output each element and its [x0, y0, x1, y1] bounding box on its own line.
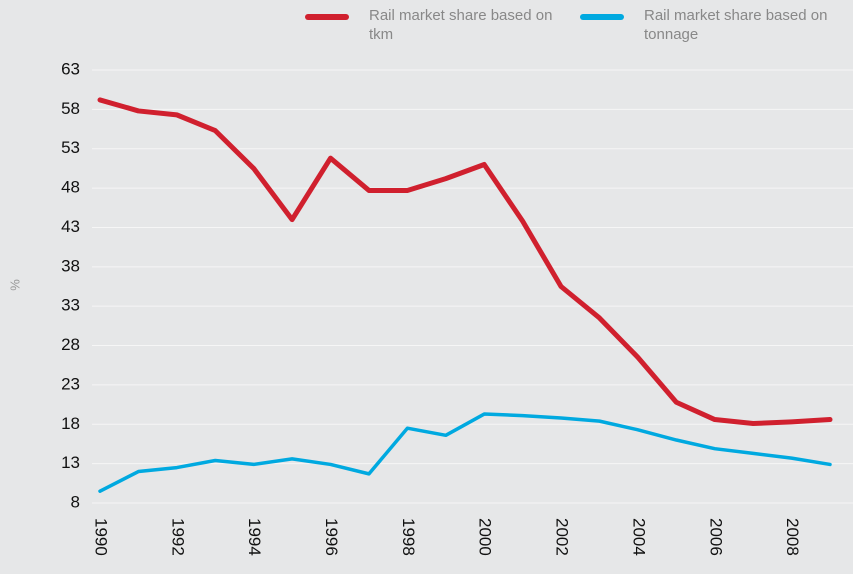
y-axis-label: % [7, 279, 22, 291]
x-tick-label: 2008 [783, 518, 802, 556]
y-tick-label: 38 [61, 256, 80, 275]
y-tick-label: 18 [61, 414, 80, 433]
x-tick-label: 2002 [553, 518, 572, 556]
x-tick-label: 1996 [322, 518, 341, 556]
legend-item: Rail market share based on tonnage [580, 6, 834, 44]
y-tick-label: 43 [61, 217, 80, 236]
x-tick-label: 1998 [399, 518, 418, 556]
x-tick-label: 1992 [168, 518, 187, 556]
data-line [98, 412, 832, 493]
x-tick-label: 2004 [629, 518, 648, 556]
y-tick-label: 8 [71, 492, 80, 511]
y-tick-label: 13 [61, 453, 80, 472]
y-tick-label: 63 [61, 59, 80, 78]
legend-label: Rail market share based on tonnage [644, 7, 828, 43]
x-tick-label: 1994 [245, 518, 264, 556]
y-tick-label: 58 [61, 99, 80, 118]
legend-label: Rail market share based on tkm [369, 7, 553, 43]
y-tick-label: 53 [61, 138, 80, 157]
y-tick-label: 23 [61, 374, 80, 393]
x-tick-label: 2006 [706, 518, 725, 556]
x-tick-label: 1990 [92, 518, 111, 556]
y-tick-label: 28 [61, 335, 80, 354]
y-tick-label: 48 [61, 178, 80, 197]
legend-item: Rail market share based on tkm [305, 6, 559, 44]
legend-swatch [580, 14, 624, 20]
legend-swatch [305, 14, 349, 20]
x-tick-label: 2000 [476, 518, 495, 556]
data-line [97, 97, 833, 426]
y-tick-label: 33 [61, 296, 80, 315]
